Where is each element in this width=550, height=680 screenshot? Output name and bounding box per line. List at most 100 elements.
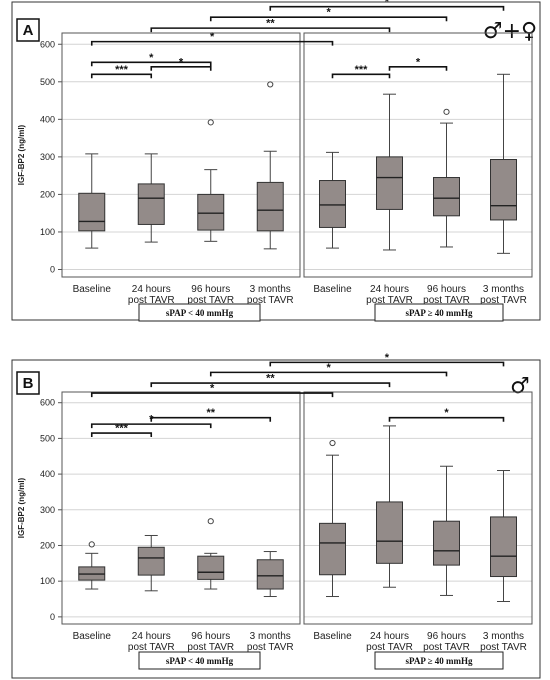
y-tick-label: 0 [50, 264, 55, 274]
panel-frame [11, 1, 541, 321]
x-tick-label: 3 months post TAVR [480, 284, 527, 306]
box [490, 516, 517, 578]
sex-symbol: ♂+♀ [483, 19, 537, 44]
x-tick-label: 3 months post TAVR [480, 631, 527, 653]
y-tick-label: 100 [40, 227, 55, 237]
y-tick-label: 400 [40, 114, 55, 124]
box [433, 520, 460, 566]
y-tick-label: 300 [40, 152, 55, 162]
group-label-box [138, 303, 261, 322]
significance-label: * [149, 52, 154, 64]
significance-bracket [90, 73, 153, 79]
box [490, 159, 517, 221]
significance-bracket [90, 432, 153, 438]
significance-bracket [150, 416, 272, 422]
box [137, 183, 165, 225]
y-tick-label: 300 [40, 505, 55, 515]
y-tick-label: 200 [40, 189, 55, 199]
x-tick-label: 96 hours post TAVR [187, 284, 234, 306]
significance-label: * [210, 31, 215, 43]
outlier-point [207, 119, 214, 126]
significance-bracket [269, 5, 505, 11]
outlier-point [443, 108, 450, 115]
plot-area-0 [61, 32, 301, 278]
significance-bracket [331, 73, 391, 79]
y-tick-label: 600 [40, 398, 55, 408]
x-tick-label: Baseline [313, 631, 352, 642]
box [319, 522, 346, 576]
significance-bracket [150, 65, 212, 71]
panel-label-box [16, 371, 40, 395]
outlier-point [88, 541, 95, 548]
box [256, 559, 284, 590]
box [78, 192, 106, 232]
y-axis-label: IGF-BP2 (ng/ml) [17, 124, 26, 185]
outlier-point [207, 518, 214, 525]
y-tick-label: 200 [40, 540, 55, 550]
significance-label: *** [355, 64, 369, 76]
sex-symbol: ♂ [510, 374, 530, 399]
significance-label: * [326, 7, 331, 19]
x-tick-label: 3 months post TAVR [247, 631, 294, 653]
box [376, 501, 403, 564]
plot-area-1 [303, 391, 533, 625]
panel-label: A [23, 22, 34, 39]
significance-bracket [388, 416, 505, 422]
significance-bracket [269, 361, 505, 367]
significance-label: * [444, 407, 449, 419]
group-label: sPAP < 40 mmHg [166, 308, 234, 318]
significance-label: *** [115, 423, 129, 435]
group-label-box [374, 303, 504, 322]
significance-bracket [209, 16, 448, 22]
x-tick-label: 96 hours post TAVR [423, 631, 470, 653]
box [137, 546, 165, 576]
box [197, 555, 225, 580]
significance-bracket [90, 40, 334, 46]
box [319, 180, 346, 228]
x-tick-label: 24 hours post TAVR [366, 284, 413, 306]
significance-label: ** [206, 407, 215, 419]
group-label: sPAP ≥ 40 mmHg [405, 656, 473, 666]
significance-label: * [385, 0, 390, 8]
significance-label: * [385, 352, 390, 364]
x-tick-label: 24 hours post TAVR [128, 631, 175, 653]
box [256, 181, 284, 232]
x-tick-label: 24 hours post TAVR [128, 284, 175, 306]
y-axis-label: IGF-BP2 (ng/ml) [17, 477, 26, 538]
significance-bracket [150, 382, 391, 388]
box [376, 156, 403, 210]
panel-label-box [16, 18, 40, 42]
panel-label: B [23, 375, 34, 392]
significance-label: * [326, 362, 331, 374]
significance-bracket [388, 65, 448, 71]
significance-label: ** [266, 373, 275, 385]
group-label-box [374, 651, 504, 670]
y-tick-label: 500 [40, 433, 55, 443]
panel-frame [11, 359, 541, 679]
significance-bracket [90, 61, 212, 67]
chart-panel-B: B ♂ 0 100 200 300 400 500 600 IGF-BP2 (ng/ml) Base… [11, 352, 541, 679]
significance-bracket [90, 423, 212, 429]
x-tick-label: 96 hours post TAVR [423, 284, 470, 306]
group-label: sPAP ≥ 40 mmHg [405, 308, 473, 318]
x-tick-label: Baseline [73, 284, 112, 295]
x-tick-label: Baseline [313, 284, 352, 295]
significance-label: *** [115, 64, 129, 76]
plot-area-0 [61, 391, 301, 625]
group-label: sPAP < 40 mmHg [166, 656, 234, 666]
outlier-point [267, 81, 274, 88]
x-tick-label: 24 hours post TAVR [366, 631, 413, 653]
plot-area-1 [303, 32, 533, 278]
y-tick-label: 600 [40, 39, 55, 49]
x-tick-label: Baseline [73, 631, 112, 642]
significance-bracket [209, 371, 448, 377]
x-tick-label: 3 months post TAVR [247, 284, 294, 306]
chart-panel-A: A ♂+♀ 0 100 200 300 400 500 600 IGF-BP2 (ng/ml) Ba… [11, 0, 541, 322]
significance-label: ** [266, 18, 275, 30]
group-label-box [138, 651, 261, 670]
box [197, 193, 225, 231]
significance-bracket [150, 27, 391, 33]
y-tick-label: 500 [40, 77, 55, 87]
outlier-point [329, 439, 336, 447]
